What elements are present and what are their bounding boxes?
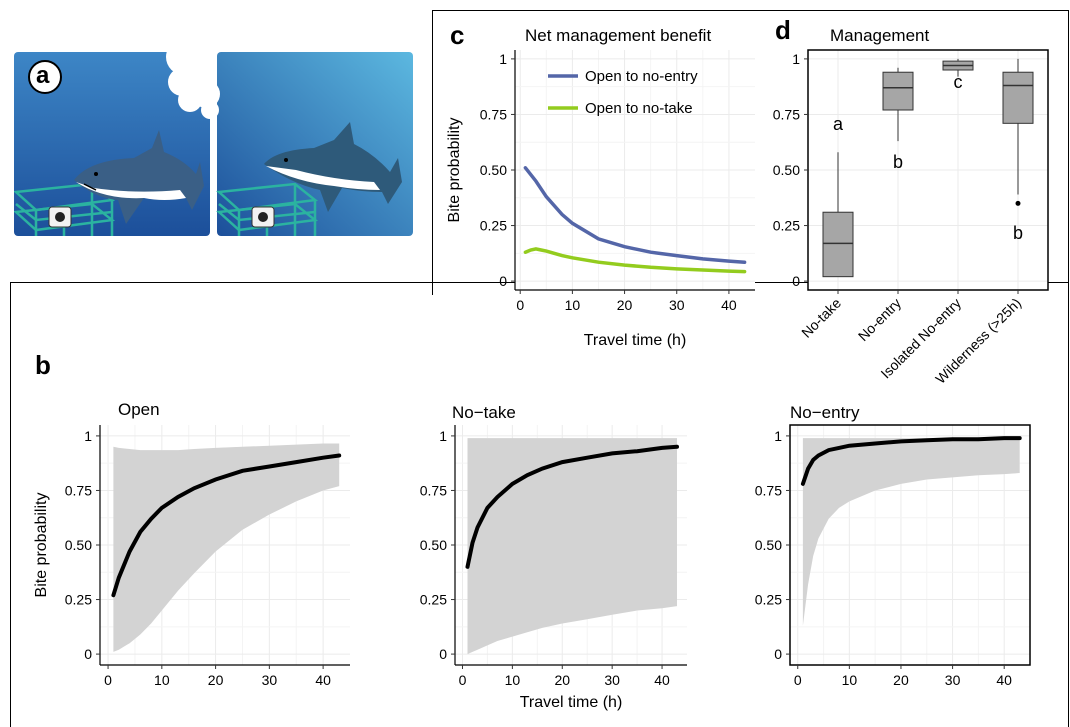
y-tick-label-3: 0.75 [480,106,507,122]
y-tick-label-0: 0 [499,273,507,289]
significance-letter-1: b [893,152,903,172]
confidence-band [467,438,677,655]
y-tick-label-1: 0.25 [420,592,447,608]
y-tick-label-3: 0.75 [773,106,800,122]
fit-line [800,436,1022,486]
category-label-0: No-take [798,295,844,341]
y-tick-label-3: 0.75 [65,482,92,498]
y-tick-label-1: 0.25 [480,218,507,234]
chart-b3-title: No−entry [790,403,860,422]
x-tick-label-2: 20 [208,672,224,688]
y-tick-label-2: 0.50 [420,537,447,553]
x-tick-label-3: 30 [262,672,278,688]
illustration-panel-a [13,39,414,243]
x-tick-label-3: 30 [669,297,685,313]
chart-c-title: Net management benefit [525,26,712,45]
x-tick-label-2: 20 [617,297,633,313]
y-tick-label-0: 0 [84,646,92,662]
significance-letter-2: c [954,72,963,92]
y-tick-label-1: 0.25 [773,218,800,234]
confidence-band [113,443,340,652]
category-label-1: No-entry [855,295,904,344]
series-line-0 [523,166,747,264]
chart-b1-title: Open [118,400,160,419]
y-tick-label-4: 1 [439,428,447,444]
significance-letter-3: b [1013,223,1023,243]
y-tick-label-4: 1 [84,428,92,444]
x-tick-label-1: 10 [505,672,521,688]
shark-left-icon [74,130,204,224]
x-tick-label-3: 30 [604,672,620,688]
shark-right-icon [264,122,402,212]
x-tick-label-4: 40 [721,297,737,313]
fit-line [465,444,679,569]
camera-left-icon [48,206,72,228]
y-tick-label-2: 0.50 [65,537,92,553]
x-tick-label-0: 0 [516,297,524,313]
bite-mark-icon [166,39,220,119]
x-tick-label-1: 10 [154,672,170,688]
box-3 [1002,71,1034,124]
y-tick-label-1: 0.25 [755,592,782,608]
panel-cd-frame [432,10,1069,295]
chart-b2-title: No−take [452,403,516,422]
y-tick-label-4: 1 [792,51,800,67]
series-line-1 [523,247,747,274]
panel-label-a: a [36,62,50,89]
x-tick-label-1: 10 [565,297,581,313]
y-tick-label-4: 1 [774,428,782,444]
camera-right-icon [251,206,275,228]
confidence-band [802,438,1020,626]
x-tick-label-1: 10 [842,672,858,688]
y-tick-label-2: 0.50 [773,162,800,178]
y-tick-label-3: 0.75 [755,482,782,498]
fit-line [111,453,342,598]
legend-label-0: Open to no-entry [585,68,698,85]
y-tick-label-0: 0 [792,273,800,289]
panel-label-a-badge [28,60,62,94]
legend-label-1: Open to no-take [585,100,693,117]
panel-label-d: d [775,15,791,45]
x-tick-label-4: 40 [654,672,670,688]
box-0 [822,211,854,278]
x-tick-label-0: 0 [104,672,112,688]
x-axis-label: Travel time (h) [520,694,623,711]
y-axis-label: Bite probability [446,118,463,223]
x-tick-label-4: 40 [315,672,331,688]
x-tick-label-3: 30 [945,672,961,688]
y-tick-label-2: 0.50 [755,537,782,553]
y-tick-label-1: 0.25 [65,592,92,608]
y-tick-label-0: 0 [439,646,447,662]
y-tick-label-2: 0.50 [480,162,507,178]
x-tick-label-2: 20 [554,672,570,688]
x-tick-label-4: 40 [996,672,1012,688]
panel-label-b: b [35,350,51,380]
y-axis-label: Bite probability [33,493,50,598]
y-tick-label-3: 0.75 [420,482,447,498]
chart-d-title: Management [830,26,930,45]
box-1 [882,71,914,111]
y-tick-label-0: 0 [774,646,782,662]
outlier-3-0 [1015,200,1021,206]
significance-letter-0: a [833,114,844,134]
x-tick-label-0: 0 [794,672,802,688]
x-tick-label-2: 20 [893,672,909,688]
shark-illustration [13,39,413,236]
x-tick-label-0: 0 [459,672,467,688]
y-tick-label-4: 1 [499,51,507,67]
x-axis-label: Travel time (h) [584,332,687,349]
panel-label-c: c [450,20,465,50]
